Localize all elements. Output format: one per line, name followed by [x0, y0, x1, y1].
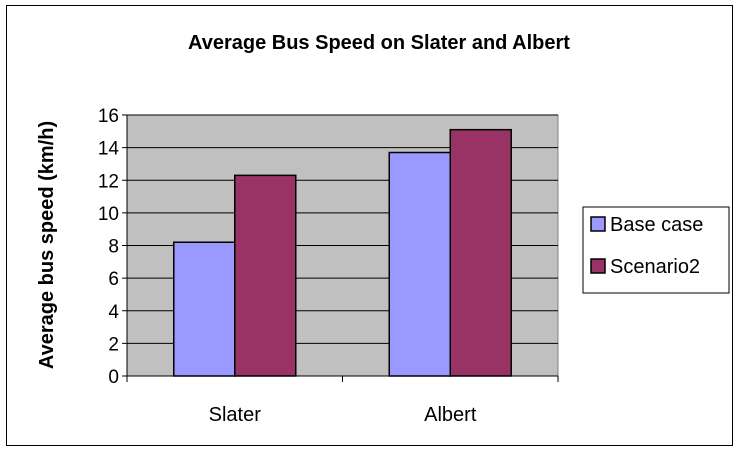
legend-label: Scenario2: [610, 256, 700, 278]
y-tick-label: 0: [108, 367, 119, 388]
y-tick-label: 14: [98, 139, 120, 160]
y-tick-label: 16: [98, 106, 119, 127]
legend: Base case Scenario2: [582, 206, 730, 294]
legend-label: Base case: [610, 214, 703, 236]
y-tick-label: 12: [98, 171, 119, 192]
plot-area: 0 2 4 6 8 10 12 14 16 Slater Albert: [98, 106, 559, 426]
bar: [173, 241, 236, 377]
bar: [449, 128, 512, 377]
x-tick-label: Albert: [424, 404, 477, 426]
bar: [388, 151, 451, 377]
x-tick-label: Slater: [209, 404, 262, 426]
y-tick-label: 8: [108, 237, 119, 258]
y-tick-label: 4: [108, 302, 119, 323]
legend-swatch: [590, 258, 606, 274]
bar: [234, 174, 297, 377]
y-tick-label: 6: [108, 269, 119, 290]
y-tick-label: 2: [108, 334, 119, 355]
chart-title: Average Bus Speed on Slater and Albert: [188, 32, 570, 54]
y-tick-label: 10: [98, 204, 119, 225]
y-axis-label: Average bus speed (km/h): [36, 121, 58, 369]
legend-swatch: [590, 216, 606, 232]
legend-box: [582, 206, 730, 294]
